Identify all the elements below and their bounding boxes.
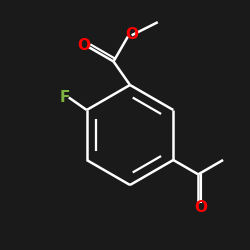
- Text: F: F: [60, 90, 70, 105]
- Text: O: O: [125, 26, 138, 42]
- Text: O: O: [194, 200, 207, 215]
- Text: O: O: [78, 38, 90, 53]
